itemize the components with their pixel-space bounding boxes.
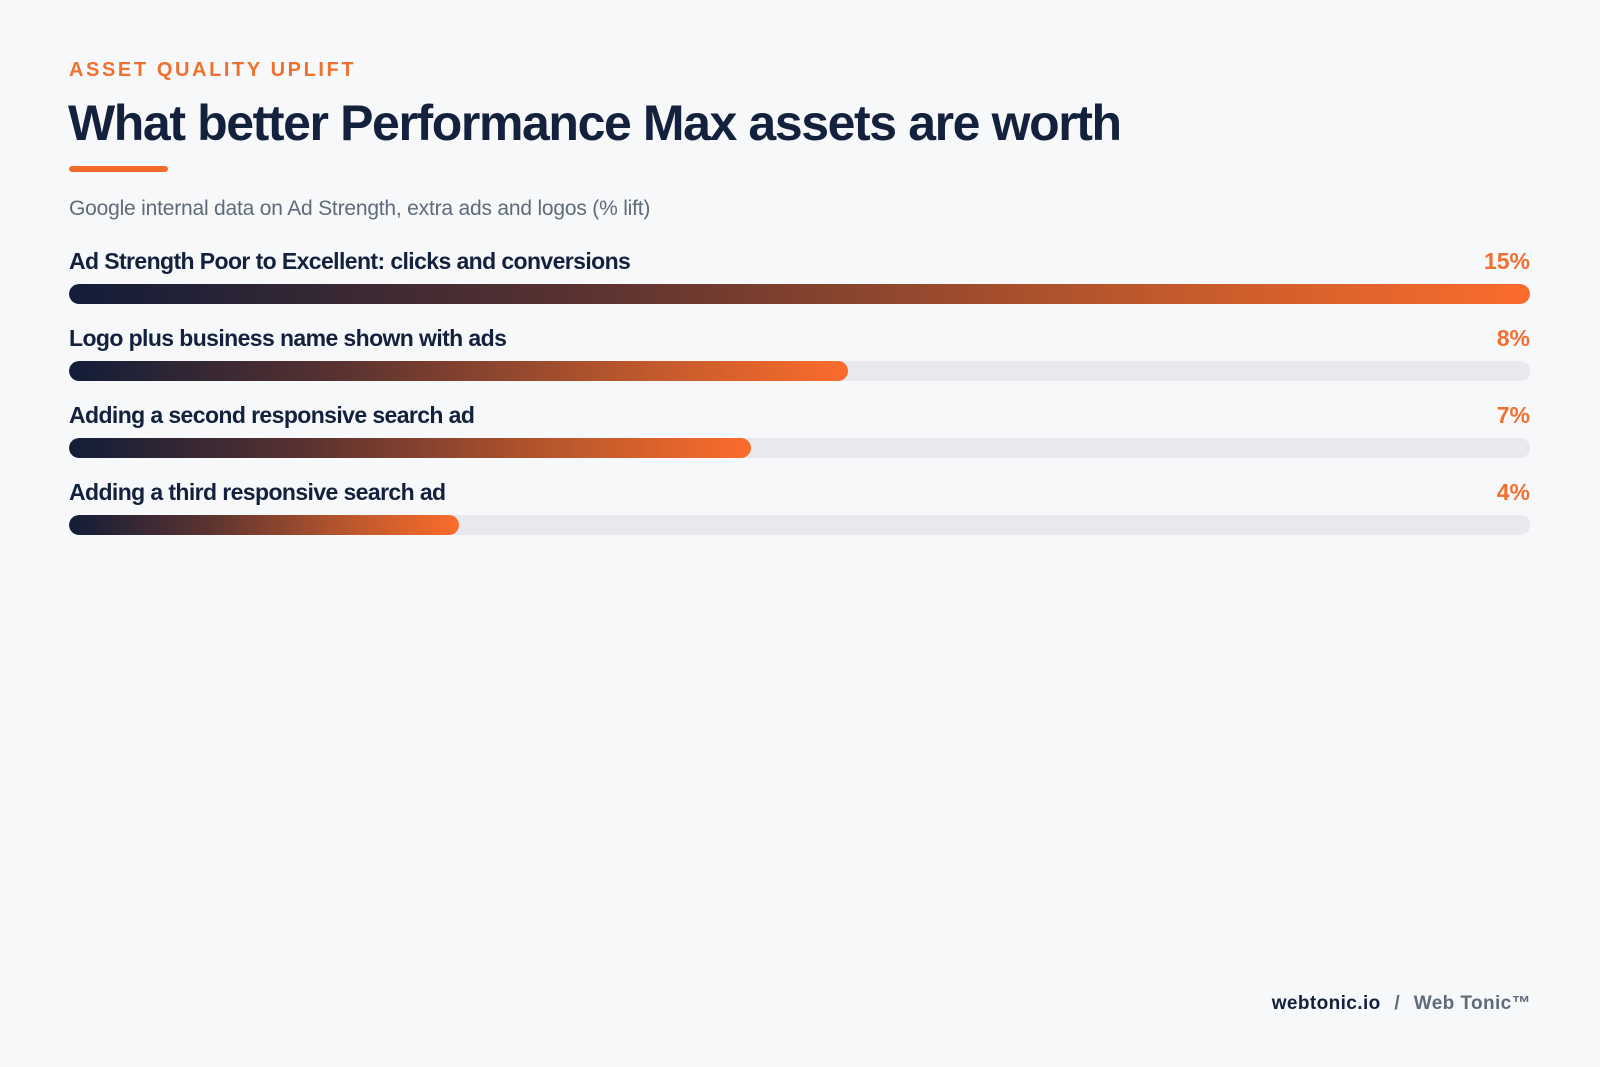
page-title: What better Performance Max assets are w… [68, 95, 1122, 151]
bar-row: Adding a third responsive search ad 4% [69, 477, 1530, 554]
bar-category-label: Adding a second responsive search ad [69, 402, 475, 428]
bar-row-header: Logo plus business name shown with ads 8% [69, 323, 1530, 356]
bar-value-label: 4% [1496, 479, 1530, 505]
bar-track [69, 361, 1530, 381]
bar-row: Ad Strength Poor to Excellent: clicks an… [69, 246, 1530, 323]
footer-site: webtonic.io [1271, 993, 1381, 1014]
bar-track [69, 284, 1530, 304]
bar-row-header: Adding a third responsive search ad 4% [69, 477, 1530, 510]
bar-category-label: Adding a third responsive search ad [69, 479, 446, 505]
bar-row-header: Ad Strength Poor to Excellent: clicks an… [69, 246, 1530, 279]
footer-credit: webtonic.io / Web Tonic™ [1272, 993, 1531, 1015]
title-underline [69, 166, 168, 172]
bar-fill [69, 361, 849, 381]
bar-row: Logo plus business name shown with ads 8% [69, 323, 1530, 400]
bar-track [69, 515, 1530, 535]
bar-row-header: Adding a second responsive search ad 7% [69, 400, 1530, 433]
chart-subtitle: Google internal data on Ad Strength, ext… [69, 197, 651, 220]
bar-category-label: Ad Strength Poor to Excellent: clicks an… [69, 248, 631, 274]
bar-row: Adding a second responsive search ad 7% [69, 400, 1530, 477]
eyebrow-label: ASSET QUALITY UPLIFT [69, 59, 357, 81]
bar-value-label: 15% [1483, 248, 1530, 274]
bar-value-label: 7% [1496, 402, 1530, 428]
bar-chart: Ad Strength Poor to Excellent: clicks an… [69, 246, 1530, 554]
footer-separator: / [1394, 993, 1401, 1014]
bar-fill [69, 515, 459, 535]
bar-value-label: 8% [1496, 325, 1530, 351]
bar-fill [69, 438, 751, 458]
bar-fill [69, 284, 1530, 304]
bar-track [69, 438, 1530, 458]
footer-brand: Web Tonic™ [1413, 993, 1531, 1014]
bar-category-label: Logo plus business name shown with ads [69, 325, 507, 351]
